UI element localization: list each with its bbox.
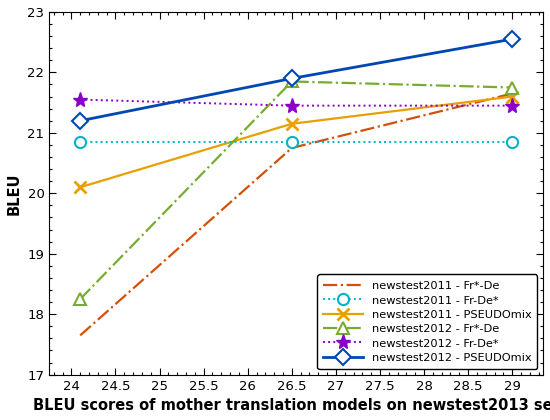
X-axis label: BLEU scores of mother translation models on newstest2013 set: BLEU scores of mother translation models… xyxy=(33,398,550,413)
newstest2011 - Fr*-De xyxy=(509,91,515,96)
Line: newstest2011 - PSEUDOmix: newstest2011 - PSEUDOmix xyxy=(74,90,519,194)
newstest2011 - Fr*-De xyxy=(77,333,84,338)
newstest2012 - Fr-De* xyxy=(289,103,295,108)
newstest2011 - Fr-De* xyxy=(289,139,295,144)
Line: newstest2012 - PSEUDOmix: newstest2012 - PSEUDOmix xyxy=(75,34,518,126)
newstest2012 - Fr*-De xyxy=(289,79,295,84)
newstest2012 - Fr-De* xyxy=(77,97,84,102)
newstest2012 - PSEUDOmix xyxy=(289,76,295,81)
newstest2012 - Fr*-De xyxy=(77,297,84,302)
Line: newstest2012 - Fr-De*: newstest2012 - Fr-De* xyxy=(73,92,520,113)
Line: newstest2011 - Fr*-De: newstest2011 - Fr*-De xyxy=(80,94,512,335)
newstest2011 - PSEUDOmix xyxy=(289,121,295,126)
newstest2012 - PSEUDOmix xyxy=(509,37,515,42)
Legend: newstest2011 - Fr*-De, newstest2011 - Fr-De*, newstest2011 - PSEUDOmix, newstest: newstest2011 - Fr*-De, newstest2011 - Fr… xyxy=(317,275,537,369)
Line: newstest2012 - Fr*-De: newstest2012 - Fr*-De xyxy=(75,76,518,304)
Line: newstest2011 - Fr-De*: newstest2011 - Fr-De* xyxy=(75,136,518,147)
newstest2012 - PSEUDOmix xyxy=(77,118,84,123)
newstest2011 - Fr*-De xyxy=(289,145,295,150)
newstest2012 - Fr-De* xyxy=(509,103,515,108)
newstest2011 - PSEUDOmix xyxy=(77,185,84,190)
Y-axis label: BLEU: BLEU xyxy=(7,172,22,215)
newstest2012 - Fr*-De xyxy=(509,85,515,90)
newstest2011 - Fr-De* xyxy=(509,139,515,144)
newstest2011 - PSEUDOmix xyxy=(509,94,515,99)
newstest2011 - Fr-De* xyxy=(77,139,84,144)
